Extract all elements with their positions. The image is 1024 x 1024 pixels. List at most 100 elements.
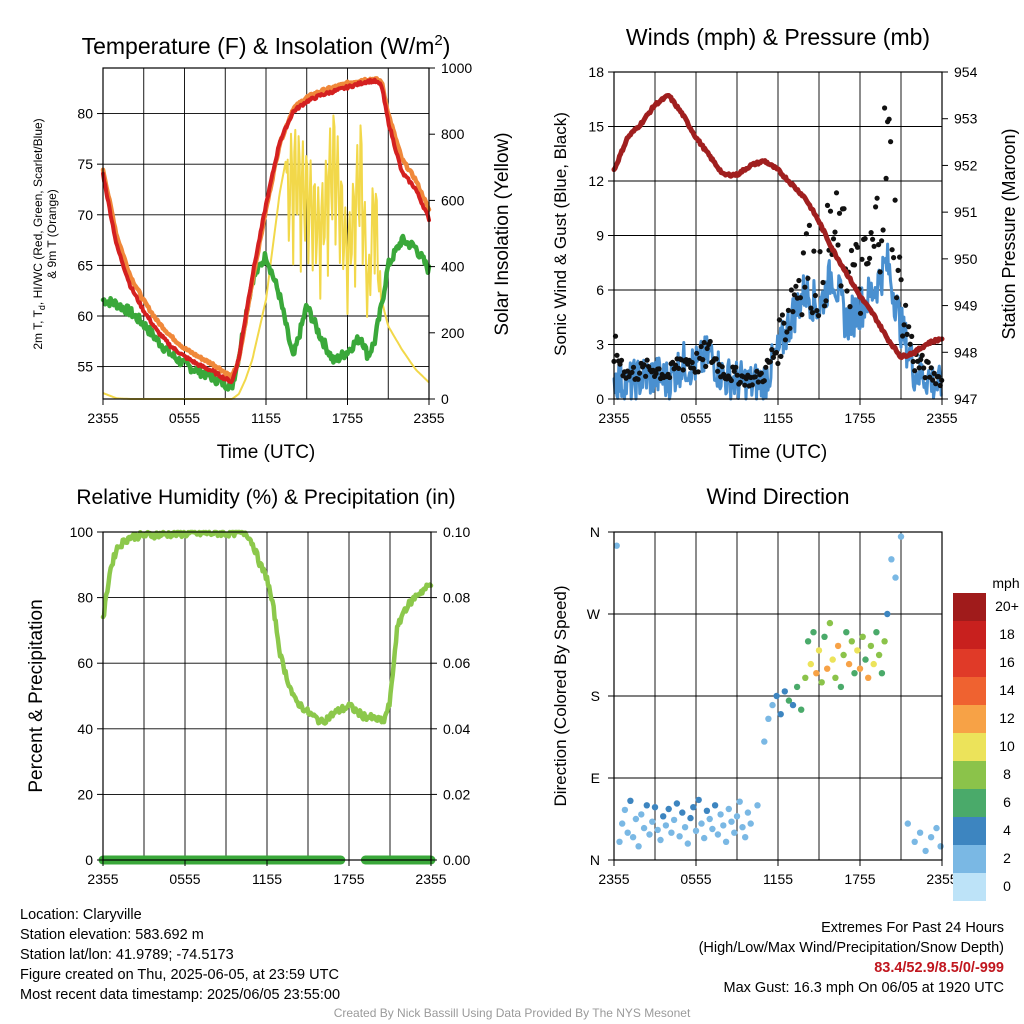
gust-point (656, 366, 662, 372)
gust-point (728, 377, 734, 384)
gust-point (907, 341, 913, 347)
gust-point (903, 302, 909, 308)
gust-point (782, 337, 789, 343)
temperature-xtick-label: 2355 (87, 410, 118, 426)
direction-point (818, 679, 825, 686)
direction-point (646, 831, 653, 838)
colorbar-title: mph (992, 575, 1019, 591)
direction-point (731, 829, 738, 836)
gust-point (733, 364, 739, 370)
gust-point (796, 277, 802, 284)
humidity-xtick-label: 0555 (169, 871, 200, 887)
direction-point (690, 804, 697, 811)
gust-point (895, 267, 901, 273)
gust-point (797, 295, 804, 301)
gust-point (667, 374, 673, 381)
winds-xtick-label: 2355 (926, 410, 957, 426)
direction-xtick-label: 1155 (763, 871, 793, 887)
direction-point (813, 670, 820, 677)
direction-point (632, 815, 640, 823)
direction-point (798, 706, 805, 713)
temperature-y2tick-label: 0 (441, 391, 449, 407)
direction-point (848, 638, 855, 645)
recent-timestamp: Most recent data timestamp: 2025/06/05 2… (20, 987, 341, 1003)
direction-point (725, 805, 732, 813)
gust-point (680, 367, 686, 373)
gust-point (635, 376, 641, 382)
direction-point (635, 843, 642, 850)
gust-point (817, 249, 823, 255)
colorbar-label: 20+ (995, 598, 1019, 614)
winds-xtick-label: 1155 (763, 410, 793, 426)
humidity-xtick-label: 1755 (333, 871, 364, 887)
direction-point (804, 638, 812, 645)
gust-point (868, 230, 874, 236)
direction-point (826, 619, 834, 627)
gust-point (775, 360, 781, 367)
direction-point (736, 798, 743, 805)
humidity-xtick-label: 2355 (87, 871, 118, 887)
gust-point (867, 255, 873, 261)
colorbar-label: 16 (999, 654, 1015, 670)
gust-point (694, 350, 700, 356)
gust-point (901, 322, 907, 328)
humidity-title: Relative Humidity (%) & Precipitation (i… (76, 486, 455, 509)
gust-point (689, 359, 695, 366)
direction-point (843, 629, 850, 636)
direction-point (722, 838, 730, 845)
temperature-title: Temperature (F) & Insolation (W/m2) (82, 32, 451, 59)
gust-point (618, 357, 625, 363)
temperature-y2tick-label: 800 (441, 126, 465, 142)
gust-point (770, 354, 777, 360)
direction-point (922, 847, 929, 855)
gust-point (701, 339, 707, 346)
direction-point (807, 660, 814, 668)
extremes-title: Extremes For Past 24 Hours (821, 920, 1004, 936)
direction-point (657, 836, 664, 844)
direction-point (717, 811, 724, 818)
direction-point (714, 831, 722, 838)
direction-xtick-label: 2355 (926, 871, 957, 887)
gust-point (897, 254, 903, 260)
max-gust: Max Gust: 16.3 mph On 06/05 at 1920 UTC (723, 980, 1004, 996)
temperature-ytick-label: 60 (77, 308, 93, 324)
gust-point (847, 304, 853, 310)
gust-point (809, 310, 816, 316)
gust-point (916, 365, 922, 371)
gust-point (857, 310, 864, 316)
direction-point (643, 802, 650, 809)
direction-point (881, 638, 888, 645)
gust-point (713, 356, 719, 362)
colorbar-label: 6 (1003, 794, 1011, 810)
gust-point (823, 298, 829, 304)
direction-point (867, 642, 875, 650)
gust-point (827, 208, 834, 214)
direction-point (856, 665, 864, 672)
gust-point (877, 269, 883, 275)
winds-y2tick-label: 952 (954, 157, 978, 173)
temperature-ytick-label: 55 (77, 359, 93, 375)
gust-point (874, 195, 880, 201)
winds-ytick-label: 0 (596, 391, 604, 407)
gust-point (919, 352, 925, 358)
gust-point (883, 175, 889, 181)
gust-point (862, 236, 868, 242)
direction-point (649, 818, 656, 825)
winds-sonic-line (612, 242, 943, 401)
gust-point (769, 347, 775, 353)
gust-point (763, 364, 769, 370)
direction-point (616, 838, 623, 845)
credit-line: Created By Nick Bassill Using Data Provi… (333, 1006, 691, 1020)
gust-point (767, 359, 773, 365)
direction-ylabel: Direction (Colored By Speed) (551, 585, 570, 806)
winds-xtick-label: 2355 (598, 410, 629, 426)
gust-point (779, 312, 786, 318)
winds-ytick-label: 18 (588, 64, 604, 80)
colorbar-swatch (953, 621, 986, 649)
pressure-ylabel: Station Pressure (Maroon) (999, 128, 1019, 339)
gust-point (629, 369, 635, 375)
gust-point (715, 368, 721, 374)
gust-point (830, 236, 837, 242)
humidity-y2tick-label: 0.10 (443, 524, 470, 540)
direction-point (665, 805, 672, 813)
